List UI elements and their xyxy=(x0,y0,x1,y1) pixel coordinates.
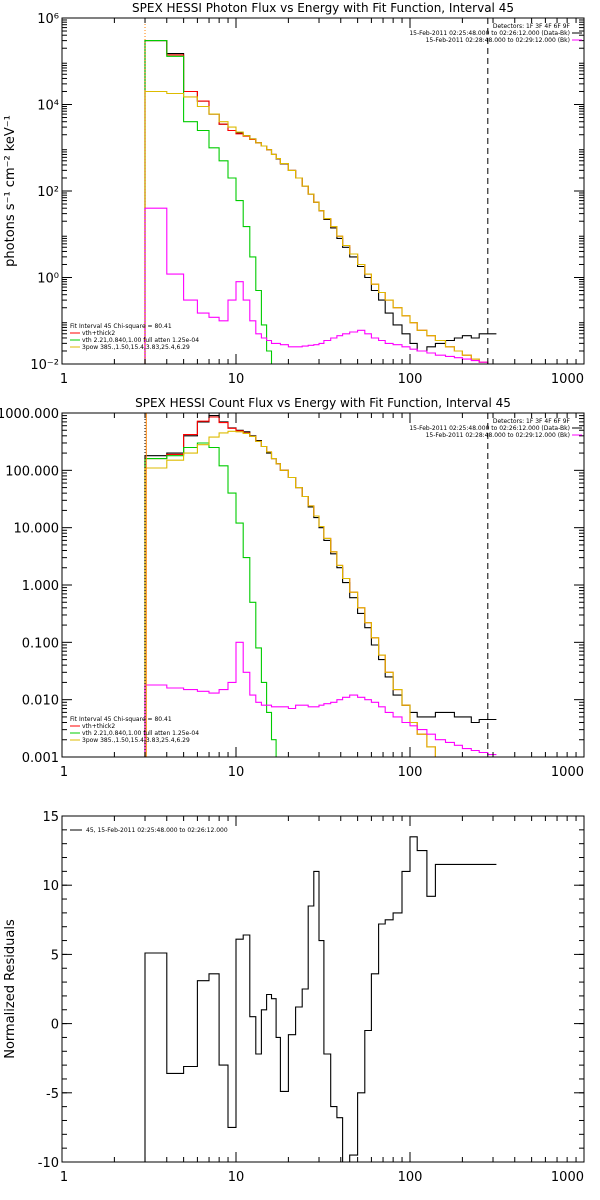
y-tick-label: 100.000 xyxy=(5,464,59,479)
series-data-line xyxy=(144,40,497,364)
legend-entry: Fit Interval 45 Chi-square = 80.41 xyxy=(70,716,172,723)
x-tick-label: 1000 xyxy=(551,1170,584,1185)
y-tick-label: 10 xyxy=(42,879,59,894)
series-3pow-line xyxy=(144,430,444,757)
x-tick-label: 100 xyxy=(398,372,423,387)
series-vth-line xyxy=(144,40,273,364)
y-tick-label: 0.010 xyxy=(22,694,59,709)
x-tick-label: 100 xyxy=(398,1170,423,1185)
legend-entry: vth+thick2 xyxy=(82,723,115,730)
series-vth-thick2-line xyxy=(144,40,497,364)
legend-entry: 3pow 385.,1.50,15.4,3.83,25.4,6.29 xyxy=(82,737,190,744)
x-tick-label: 1000 xyxy=(551,765,584,780)
y-tick-label: 15 xyxy=(42,810,59,825)
y-tick-label: 10.000 xyxy=(14,522,60,537)
legend-entry: Fit Interval 45 Chi-square = 80.41 xyxy=(70,323,172,330)
y-tick-label: 0 xyxy=(51,1018,59,1033)
y-tick-label: 10² xyxy=(37,185,59,200)
y-tick-label: 1.000 xyxy=(22,579,59,594)
legend-entry: Detectors: 1F 3F 4F 6F 9F xyxy=(493,418,571,425)
legend-entry: vth 2.21,0.840,1.00 full atten 1.25e-04 xyxy=(82,337,199,344)
legend-entry: 3pow 385.,1.50,15.4,3.83,25.4,6.29 xyxy=(82,344,190,351)
x-tick-label: 1 xyxy=(60,1170,68,1185)
y-tick-label: 10⁴ xyxy=(37,99,59,114)
y-tick-label: 10⁻² xyxy=(30,358,59,373)
x-tick-label: 1000 xyxy=(551,372,584,387)
series-vth-line xyxy=(144,442,281,757)
y-axis-label: Normalized Residuals xyxy=(3,919,18,1059)
series-vth-thick2-line xyxy=(144,416,444,757)
y-tick-label: 0.100 xyxy=(22,636,59,651)
chart-title: SPEX HESSI Photon Flux vs Energy with Fi… xyxy=(132,1,514,15)
y-tick-label: 10⁰ xyxy=(37,272,59,287)
y-tick-label: 10⁶ xyxy=(37,12,59,27)
series-residuals-line xyxy=(144,836,497,1162)
legend-entry: vth+thick2 xyxy=(82,330,115,337)
x-tick-label: 10 xyxy=(228,1170,245,1185)
y-tick-label: 5 xyxy=(51,948,59,963)
legend-entry: 15-Feb-2011 02:28:48.000 to 02:29:12.000… xyxy=(426,37,570,44)
count-flux-panel: 1 10 100 1000 0.001 0.010 0.100 1.000 10.000 100.… xyxy=(0,396,585,780)
x-tick-label: 100 xyxy=(398,765,423,780)
y-tick-label: 0.001 xyxy=(22,751,59,766)
series-background-line xyxy=(144,207,497,364)
legend-entry: 15-Feb-2011 02:28:48.000 to 02:29:12.000… xyxy=(426,432,570,439)
plot-frame xyxy=(61,17,585,365)
series-background-line xyxy=(144,641,497,757)
plot-frame xyxy=(61,815,585,1163)
residuals-panel: 1 10 100 1000 -10 -5 0 5 10 15 Normalized Residual… xyxy=(3,810,585,1185)
y-tick-label: -10 xyxy=(38,1156,59,1171)
legend-entry: vth 2.21,0.840,1.00 full atten 1.25e-04 xyxy=(82,730,199,737)
series-group xyxy=(144,40,497,364)
y-tick-label: 1000.000 xyxy=(0,407,59,422)
y-tick-label: -5 xyxy=(46,1087,59,1102)
legend-entry: 15-Feb-2011 02:25:48.000 to 02:26:12.000… xyxy=(409,30,570,37)
series-data-line xyxy=(144,415,497,757)
x-tick-label: 1 xyxy=(60,765,68,780)
x-tick-label: 10 xyxy=(228,372,245,387)
legend-entry: Detectors: 1F 3F 4F 6F 9F xyxy=(493,23,571,30)
photon-flux-panel: 1 10 100 1000 10⁻² 10⁰ 10² 10⁴ 10⁶ SPEX HESSI Pho… xyxy=(3,1,585,387)
x-tick-label: 10 xyxy=(228,765,245,780)
chart-title: SPEX HESSI Count Flux vs Energy with Fit… xyxy=(135,396,511,410)
series-group xyxy=(144,415,497,757)
series-group xyxy=(144,836,497,1162)
series-3pow-line xyxy=(144,90,497,364)
y-axis-label: photons s⁻¹ cm⁻² keV⁻¹ xyxy=(3,115,18,267)
legend-entry: 15-Feb-2011 02:25:48.000 to 02:26:12.000… xyxy=(409,425,570,432)
legend-entry: 45, 15-Feb-2011 02:25:48.000 to 02:26:12… xyxy=(86,827,228,834)
x-tick-label: 1 xyxy=(60,372,68,387)
